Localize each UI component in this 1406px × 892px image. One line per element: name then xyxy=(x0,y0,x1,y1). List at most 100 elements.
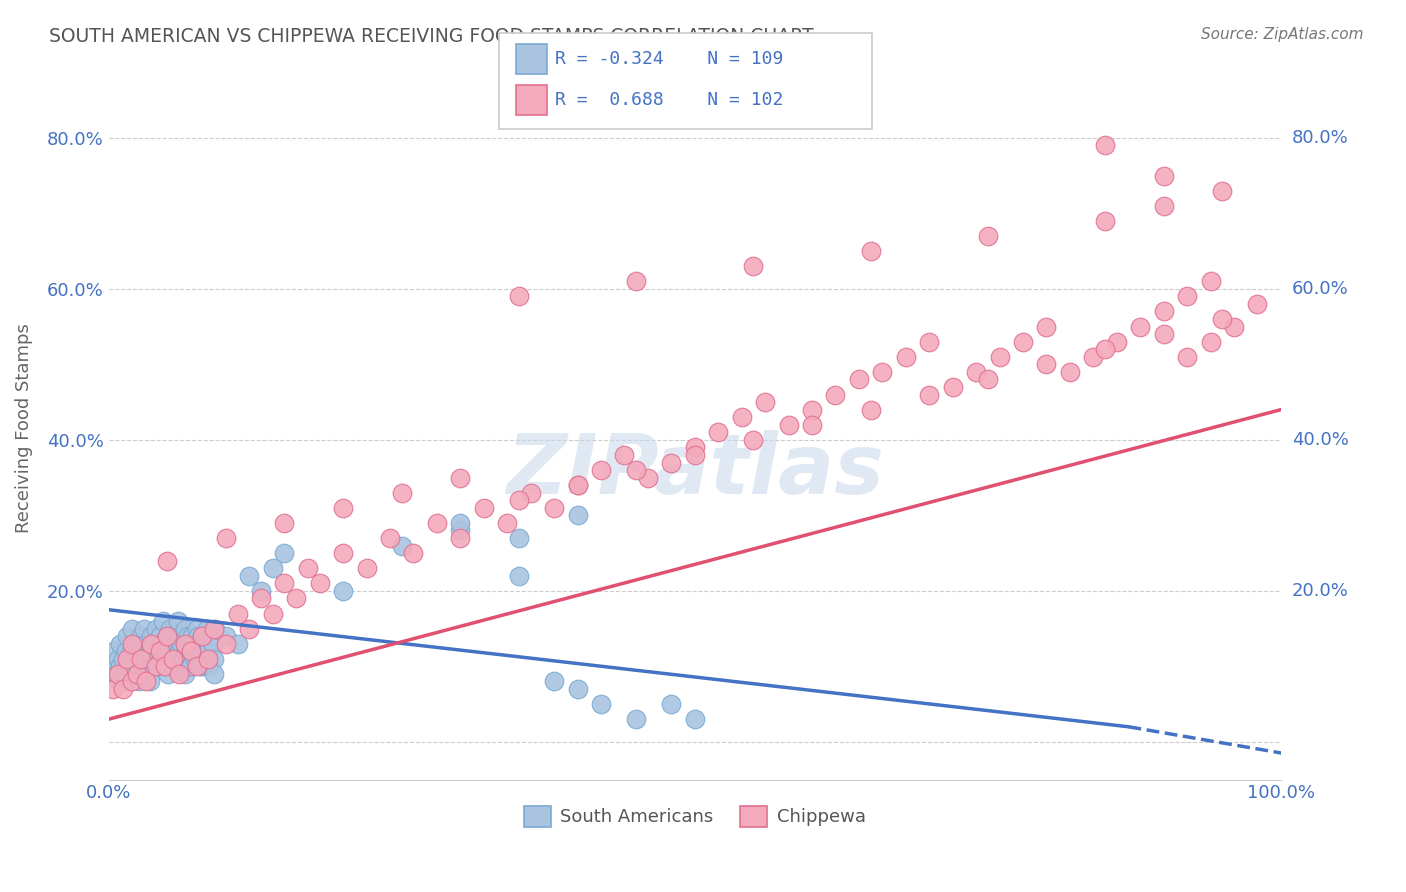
Point xyxy=(166,614,188,628)
Point xyxy=(145,652,167,666)
Point xyxy=(197,652,219,666)
Point xyxy=(162,659,184,673)
Point xyxy=(167,659,190,673)
Point xyxy=(111,652,134,666)
Point xyxy=(145,659,167,673)
Point xyxy=(142,659,165,673)
Point xyxy=(683,712,706,726)
Point xyxy=(149,629,172,643)
Point xyxy=(683,441,706,455)
Point xyxy=(262,607,284,621)
Point xyxy=(117,629,139,643)
Point xyxy=(543,674,565,689)
Point xyxy=(977,372,1000,386)
Y-axis label: Receiving Food Stamps: Receiving Food Stamps xyxy=(15,324,32,533)
Point xyxy=(215,531,238,545)
Point xyxy=(101,659,124,673)
Text: Source: ZipAtlas.com: Source: ZipAtlas.com xyxy=(1201,27,1364,42)
Point xyxy=(180,659,202,673)
Point xyxy=(150,652,173,666)
Point xyxy=(169,629,191,643)
Point xyxy=(332,583,354,598)
Point xyxy=(190,659,212,673)
Point xyxy=(859,244,882,258)
Point xyxy=(894,350,917,364)
Point xyxy=(449,470,471,484)
Point xyxy=(391,539,413,553)
Point xyxy=(195,622,218,636)
Point xyxy=(180,644,202,658)
Point xyxy=(128,674,150,689)
Point xyxy=(145,644,167,658)
Point xyxy=(226,637,249,651)
Point xyxy=(1105,334,1128,349)
Point xyxy=(378,531,401,545)
Point xyxy=(754,395,776,409)
Point xyxy=(567,508,589,523)
Point xyxy=(138,659,160,673)
Point xyxy=(202,622,225,636)
Point xyxy=(332,546,354,560)
Point xyxy=(104,667,127,681)
Point xyxy=(191,629,214,643)
Point xyxy=(567,681,589,696)
Point xyxy=(508,289,530,303)
Point xyxy=(110,637,132,651)
Point xyxy=(170,637,193,651)
Point xyxy=(1094,214,1116,228)
Point xyxy=(262,561,284,575)
Point xyxy=(1094,343,1116,357)
Point xyxy=(193,637,215,651)
Point xyxy=(131,652,153,666)
Text: 40.0%: 40.0% xyxy=(1292,431,1348,449)
Point xyxy=(138,644,160,658)
Point xyxy=(139,629,162,643)
Text: SOUTH AMERICAN VS CHIPPEWA RECEIVING FOOD STAMPS CORRELATION CHART: SOUTH AMERICAN VS CHIPPEWA RECEIVING FOO… xyxy=(49,27,814,45)
Point xyxy=(162,652,184,666)
Point xyxy=(238,622,260,636)
Point xyxy=(202,667,225,681)
Point xyxy=(1223,319,1246,334)
Point xyxy=(238,568,260,582)
Text: 80.0%: 80.0% xyxy=(1292,128,1348,147)
Point xyxy=(139,637,162,651)
Point xyxy=(167,667,190,681)
Point xyxy=(250,583,273,598)
Point xyxy=(157,667,180,681)
Point xyxy=(197,637,219,651)
Point xyxy=(472,500,495,515)
Point xyxy=(188,637,211,651)
Point xyxy=(707,425,730,440)
Point xyxy=(125,667,148,681)
Point xyxy=(145,622,167,636)
Point xyxy=(215,629,238,643)
Point xyxy=(156,652,179,666)
Point xyxy=(988,350,1011,364)
Point xyxy=(153,644,176,658)
Point xyxy=(127,659,149,673)
Point xyxy=(152,614,174,628)
Point xyxy=(131,659,153,673)
Point xyxy=(918,387,941,401)
Point xyxy=(111,681,134,696)
Point xyxy=(132,622,155,636)
Point xyxy=(1035,357,1057,371)
Point xyxy=(496,516,519,530)
Point xyxy=(149,644,172,658)
Point xyxy=(191,659,214,673)
Text: ZIPatlas: ZIPatlas xyxy=(506,430,883,511)
Point xyxy=(977,229,1000,244)
Point xyxy=(1083,350,1105,364)
Point xyxy=(177,629,200,643)
Point xyxy=(567,478,589,492)
Point xyxy=(103,644,125,658)
Point xyxy=(1153,169,1175,183)
Point xyxy=(872,365,894,379)
Point xyxy=(508,493,530,508)
Point xyxy=(859,402,882,417)
Point xyxy=(202,652,225,666)
Point xyxy=(391,485,413,500)
Point xyxy=(163,637,186,651)
Point xyxy=(138,674,160,689)
Text: R = -0.324    N = 109: R = -0.324 N = 109 xyxy=(555,50,783,68)
